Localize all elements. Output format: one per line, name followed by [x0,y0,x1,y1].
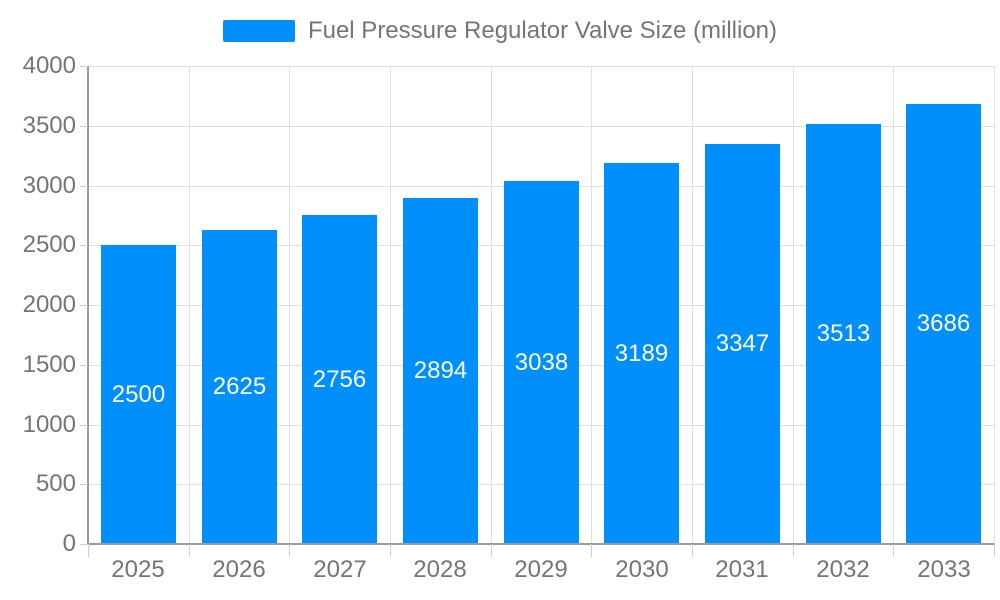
x-axis-tick [88,544,89,557]
grid-line-vertical [692,66,693,544]
bar-2029[interactable] [504,181,579,544]
grid-line-horizontal [88,126,994,127]
y-axis-tick-label: 500 [35,470,76,497]
x-axis-tick-label: 2033 [917,556,971,583]
grid-line-vertical [591,66,592,544]
y-axis-tick-label: 3000 [22,172,76,199]
y-axis-line [87,66,89,544]
x-axis-tick [390,544,391,557]
chart-legend[interactable]: Fuel Pressure Regulator Valve Size (mill… [0,17,1000,45]
y-axis-tick-label: 1000 [22,411,76,438]
y-axis-tick [80,484,88,485]
y-axis-tick [80,544,88,545]
y-axis-tick [80,245,88,246]
y-axis-tick-label: 1500 [22,351,76,378]
bar-2026[interactable] [202,230,277,544]
y-axis-tick-label: 2500 [22,231,76,258]
bar-2027[interactable] [302,215,377,544]
grid-line-horizontal [88,66,994,67]
x-axis-tick-label: 2032 [816,556,870,583]
x-axis-tick-label: 2027 [313,556,367,583]
x-axis-tick-label: 2031 [715,556,769,583]
y-axis-tick [80,305,88,306]
x-axis-tick [289,544,290,557]
y-axis-tick [80,425,88,426]
x-axis-tick [591,544,592,557]
y-axis-tick-label: 4000 [22,52,76,79]
grid-line-vertical [994,66,995,544]
bar-2032[interactable] [806,124,881,544]
x-axis-tick [189,544,190,557]
bar-2031[interactable] [705,144,780,544]
x-axis-tick-label: 2025 [111,556,165,583]
x-axis-tick [491,544,492,557]
grid-line-vertical [893,66,894,544]
grid-line-vertical [289,66,290,544]
legend-series-label: Fuel Pressure Regulator Valve Size (mill… [307,17,778,44]
x-axis-tick-label: 2030 [615,556,669,583]
x-axis-tick-label: 2029 [514,556,568,583]
y-axis-tick-label: 3500 [22,112,76,139]
bar-2028[interactable] [403,198,478,544]
bar-2030[interactable] [604,163,679,544]
y-axis-tick [80,66,88,67]
x-axis-tick [994,544,995,557]
x-axis-tick-label: 2026 [212,556,266,583]
x-axis-tick [793,544,794,557]
grid-line-vertical [390,66,391,544]
legend-series-swatch [222,20,295,42]
y-axis-tick-label: 0 [62,530,76,557]
x-axis-line [88,543,994,545]
grid-line-vertical [189,66,190,544]
x-axis-tick [692,544,693,557]
grid-line-vertical [793,66,794,544]
y-axis-tick [80,365,88,366]
y-axis-tick [80,186,88,187]
y-axis-tick-label: 2000 [22,291,76,318]
y-axis-tick [80,126,88,127]
grid-line-vertical [491,66,492,544]
x-axis-tick-label: 2028 [413,556,467,583]
bar-2033[interactable] [906,104,981,544]
x-axis-tick [893,544,894,557]
bar-2025[interactable] [101,245,176,544]
